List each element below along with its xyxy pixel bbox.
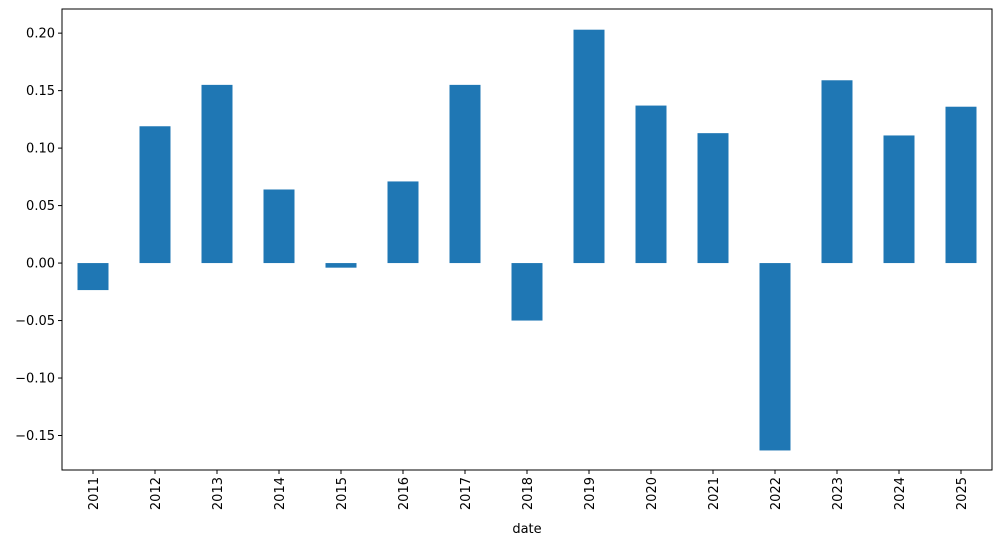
bar	[821, 80, 853, 264]
bar	[635, 105, 667, 264]
bar	[325, 263, 357, 268]
x-tick-label: 2018	[521, 477, 536, 510]
x-tick-label: 2024	[893, 477, 908, 510]
bar	[697, 133, 729, 264]
bar	[201, 84, 233, 264]
x-tick-label: 2014	[273, 477, 288, 510]
x-tick-label: 2011	[87, 477, 102, 510]
x-tick-label: 2023	[831, 477, 846, 510]
bar	[883, 135, 915, 264]
y-tick-label: 0.05	[26, 199, 55, 214]
x-tick-label: 2015	[335, 477, 350, 510]
y-tick-label: 0.15	[26, 84, 55, 99]
bar	[263, 189, 295, 264]
x-tick-label: 2021	[707, 477, 722, 510]
bar	[759, 263, 791, 451]
y-tick-label: 0.10	[26, 142, 55, 157]
x-tick-label: 2019	[583, 477, 598, 510]
bar	[139, 126, 171, 264]
bar	[511, 263, 543, 321]
x-axis-label: date	[512, 522, 541, 537]
x-tick-label: 2016	[397, 477, 412, 510]
x-tick-label: 2017	[459, 477, 474, 510]
bar	[573, 29, 605, 264]
plot-frame	[61, 8, 993, 471]
bar	[945, 106, 977, 264]
y-tick-label: 0.20	[26, 27, 55, 42]
x-tick-label: 2025	[955, 477, 970, 510]
x-tick-label: 2013	[211, 477, 226, 510]
y-tick-label: −0.05	[15, 314, 55, 329]
bar	[77, 263, 109, 291]
y-tick-label: −0.15	[15, 429, 55, 444]
y-tick-label: 0.00	[26, 257, 55, 272]
bar	[387, 181, 419, 264]
x-tick-label: 2012	[149, 477, 164, 510]
x-tick-label: 2020	[645, 477, 660, 510]
x-tick-label: 2022	[769, 477, 784, 510]
y-tick-label: −0.10	[15, 372, 55, 387]
bar	[449, 84, 481, 264]
